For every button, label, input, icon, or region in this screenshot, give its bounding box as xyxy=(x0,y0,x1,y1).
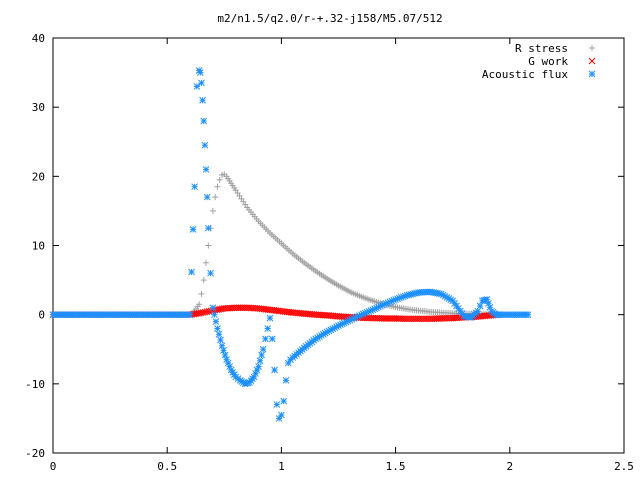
data-point xyxy=(203,193,211,201)
y-tick-label: 0 xyxy=(38,309,45,322)
data-point xyxy=(218,342,226,350)
data-point xyxy=(256,357,264,365)
data-point xyxy=(255,363,262,370)
data-point xyxy=(524,311,532,319)
data-point xyxy=(204,224,212,232)
data-point xyxy=(199,96,206,104)
data-point xyxy=(476,302,484,310)
data-point xyxy=(262,335,269,343)
chart-title: m2/n1.5/q2.0/r-+.32-j158/M5.07/512 xyxy=(217,12,442,25)
data-point xyxy=(273,401,281,408)
legend-label: Acoustic flux xyxy=(482,68,568,81)
series-acoustic-flux xyxy=(49,67,532,422)
data-point xyxy=(201,141,209,149)
data-point xyxy=(220,347,227,354)
data-point xyxy=(259,345,267,353)
data-point xyxy=(212,194,219,201)
data-point xyxy=(193,83,201,90)
data-point xyxy=(211,311,218,319)
y-tick-label: -10 xyxy=(25,378,45,391)
data-point xyxy=(198,290,205,297)
data-point xyxy=(189,226,197,233)
data-point xyxy=(216,176,223,183)
y-axis: -20 -10 0 10 20 30 40 xyxy=(25,32,624,460)
data-point xyxy=(474,307,482,315)
data-point xyxy=(271,366,278,374)
data-point xyxy=(198,79,205,87)
y-tick-label: 30 xyxy=(32,101,45,114)
data-point xyxy=(217,336,224,344)
data-point xyxy=(200,277,207,284)
data-point xyxy=(212,318,220,325)
y-tick-label: 20 xyxy=(32,170,45,183)
series-r-stress xyxy=(50,171,502,318)
y-tick-label: -20 xyxy=(25,447,45,460)
data-point xyxy=(191,183,198,191)
data-point xyxy=(325,327,333,335)
data-point xyxy=(196,301,203,308)
x-tick-label: 1 xyxy=(278,460,285,473)
data-point xyxy=(205,242,212,249)
legend-label: G work xyxy=(528,55,568,68)
data-point xyxy=(196,69,204,76)
data-point xyxy=(268,335,276,343)
data-point xyxy=(200,117,208,125)
x-tick-label: 2 xyxy=(506,460,513,473)
legend-marker xyxy=(588,70,596,78)
data-point xyxy=(215,330,223,338)
data-point xyxy=(186,311,194,319)
data-point xyxy=(282,377,290,384)
data-point xyxy=(224,359,232,367)
data-point xyxy=(214,325,221,332)
x-tick-label: 0 xyxy=(50,460,57,473)
data-point xyxy=(278,411,285,419)
data-point xyxy=(221,351,229,359)
data-point xyxy=(258,351,265,359)
legend-marker xyxy=(589,45,595,51)
data-point xyxy=(214,183,221,190)
data-point xyxy=(209,207,216,214)
data-point xyxy=(188,268,195,276)
data-point xyxy=(264,325,272,332)
data-point xyxy=(203,259,210,266)
data-point xyxy=(202,166,210,173)
data-point xyxy=(266,314,274,322)
x-tick-label: 2.5 xyxy=(614,460,634,473)
x-tick-label: 0.5 xyxy=(157,460,177,473)
legend-marker xyxy=(588,57,596,65)
y-tick-label: 10 xyxy=(32,240,45,253)
data-point xyxy=(207,269,214,277)
series-layer xyxy=(49,67,532,422)
data-point xyxy=(209,304,217,312)
x-axis: 0 0.5 1 1.5 2 2.5 xyxy=(50,38,634,473)
x-tick-label: 1.5 xyxy=(386,460,406,473)
data-point xyxy=(280,397,288,405)
y-tick-label: 40 xyxy=(32,32,45,45)
legend-label: R stress xyxy=(515,42,568,55)
plot-frame xyxy=(52,37,625,454)
